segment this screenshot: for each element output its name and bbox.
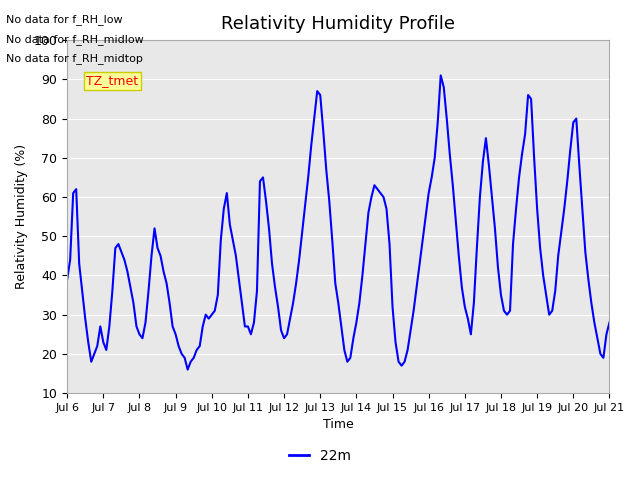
X-axis label: Time: Time: [323, 419, 354, 432]
Text: No data for f_RH_midlow: No data for f_RH_midlow: [6, 34, 144, 45]
Legend: 22m: 22m: [283, 443, 357, 468]
Y-axis label: Relativity Humidity (%): Relativity Humidity (%): [15, 144, 28, 289]
Text: TZ_tmet: TZ_tmet: [86, 74, 138, 87]
Text: No data for f_RH_low: No data for f_RH_low: [6, 14, 123, 25]
Text: No data for f_RH_midtop: No data for f_RH_midtop: [6, 53, 143, 64]
Title: Relativity Humidity Profile: Relativity Humidity Profile: [221, 15, 455, 33]
